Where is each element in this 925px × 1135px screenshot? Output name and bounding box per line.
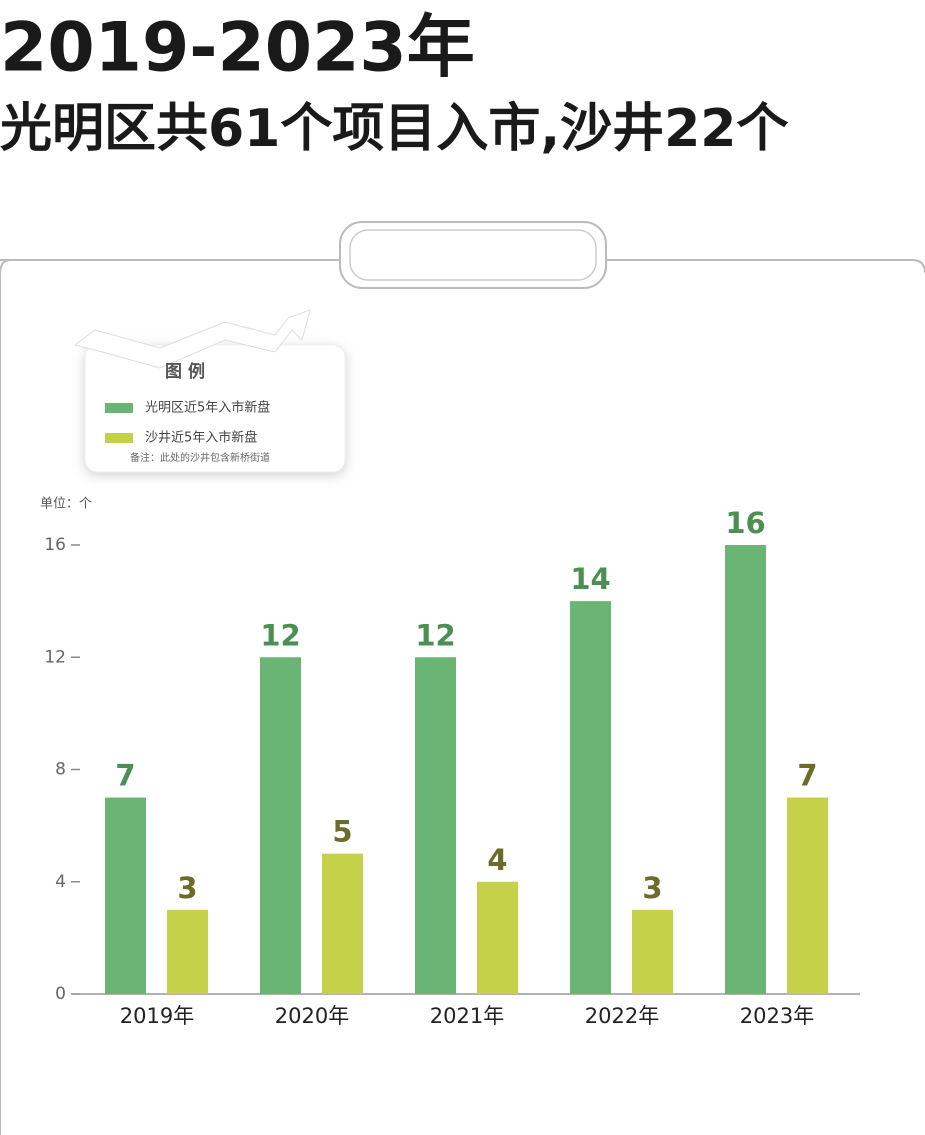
bar: [787, 797, 828, 994]
x-tick-label: 2020年: [275, 1004, 349, 1028]
legend-title: 图 例: [165, 361, 205, 382]
legend-box: [84, 344, 346, 473]
bar: [477, 881, 518, 994]
unit-label: 单位：个: [40, 497, 92, 512]
legend-swatch: [105, 433, 133, 443]
card-border-left: [0, 259, 11, 1135]
legend-label: 沙井近5年入市新盘: [145, 430, 257, 446]
y-tick-label: 0: [55, 984, 66, 1004]
legend-label: 光明区近5年入市新盘: [145, 400, 270, 416]
y-tick-label: 16: [44, 535, 66, 555]
legend-note: 备注：此处的沙井包含新桥街道: [130, 451, 270, 464]
y-tick-label: 12: [44, 647, 66, 667]
data-label: 4: [487, 843, 507, 877]
data-label: 3: [642, 871, 662, 905]
data-label: 7: [797, 759, 817, 793]
data-label: 12: [415, 618, 455, 652]
x-tick-label: 2019年: [120, 1004, 194, 1028]
legend-arrow: [73, 309, 311, 369]
x-tick-label: 2021年: [430, 1004, 504, 1028]
bar: [725, 545, 766, 994]
y-tick-label: 4: [55, 872, 66, 892]
subtitle: 光明区共61个项目入市,沙井22个: [0, 99, 788, 159]
title: 2019-2023年: [0, 9, 475, 88]
bar: [570, 601, 611, 994]
bar: [260, 657, 301, 994]
data-label: 12: [260, 618, 300, 652]
data-label: 16: [725, 506, 765, 540]
data-label: 3: [177, 871, 197, 905]
bar: [105, 797, 146, 994]
tab: [339, 221, 607, 289]
tab-inner: [349, 229, 597, 281]
data-label: 5: [332, 815, 352, 849]
y-tick-label: 8: [55, 760, 66, 780]
x-tick-label: 2023年: [740, 1004, 814, 1028]
bar: [415, 657, 456, 994]
data-label: 7: [115, 759, 135, 793]
bar: [322, 853, 363, 994]
data-label: 14: [570, 562, 610, 596]
legend-swatch: [105, 403, 133, 413]
x-tick-label: 2022年: [585, 1004, 659, 1028]
bar: [167, 909, 208, 994]
bar: [632, 909, 673, 994]
